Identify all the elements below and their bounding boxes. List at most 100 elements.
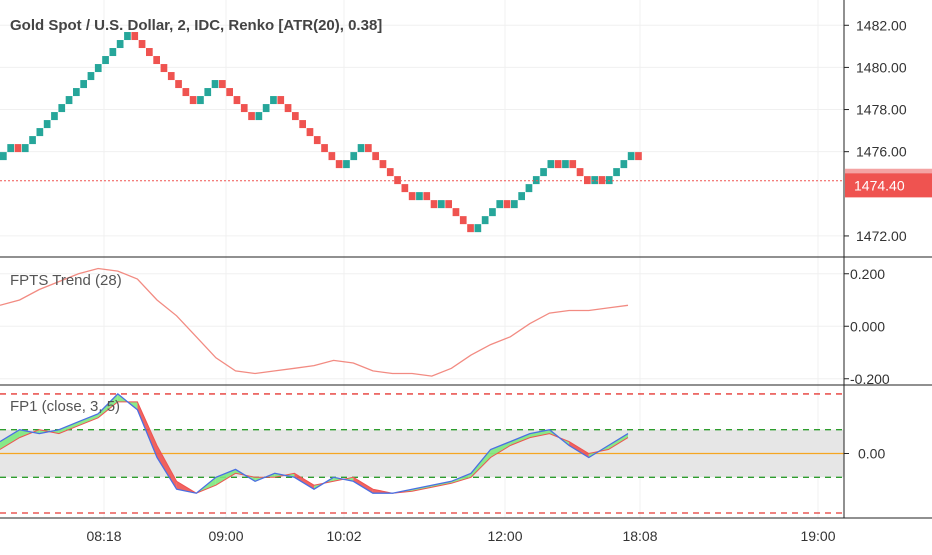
renko-brick-down [365,144,372,153]
time-tick-label: 12:00 [487,528,522,544]
fp1-fill-up [58,421,79,434]
renko-brick-down [576,168,584,177]
price-tick-label: 1472.00 [856,228,907,244]
fp1-fill-up [529,429,550,438]
price-tick-label: 1482.00 [856,17,907,33]
fpts-trend-line [0,267,629,377]
renko-brick-up [613,168,620,177]
renko-brick-up [438,200,445,209]
renko-brick-up [511,200,518,209]
renko-brick-up [94,64,102,73]
fpts-trend-pane[interactable] [0,267,629,377]
renko-brick-down [569,160,577,169]
renko-brick-down [131,32,139,41]
time-axis[interactable]: 08:18 09:00 10:02 12:00 18:08 19:00 [86,528,835,544]
renko-brick-down [459,216,467,225]
title-layer: Gold Spot / U.S. Dollar, 2, IDC, Renko [… [10,17,382,415]
renko-brick-up [357,144,365,153]
renko-brick-up [540,168,547,177]
renko-brick-down [189,96,197,105]
renko-brick-down [386,168,394,177]
renko-brick-up [547,160,555,169]
renko-brick-up [591,176,598,185]
renko-brick-down [248,112,255,121]
renko-brick-down [467,224,474,233]
renko-brick-down [335,160,343,169]
fp1-fill-down [353,477,373,494]
fp1-fill-down [157,445,177,490]
renko-brick-down [584,176,591,185]
renko-brick-up [73,88,80,97]
fp1-fill-up [215,469,236,486]
renko-brick-down [219,80,226,89]
time-tick-label: 10:02 [326,528,361,544]
price-label-badge: 1474.40 [845,173,932,198]
renko-brick-down [394,176,401,185]
renko-brick-up [416,192,423,201]
fpts-trend-title: FPTS Trend (28) [10,272,122,289]
renko-brick-down [299,120,306,129]
renko-brick-down [445,200,452,209]
price-tick-label: 1480.00 [856,59,907,75]
renko-brick-down [277,96,285,105]
renko-brick-up [0,152,7,161]
time-tick-label: 09:00 [208,528,243,544]
fp1-fill-down [569,441,589,458]
renko-brick-down [430,200,438,209]
fp1-fill-up [0,429,20,450]
renko-brick-up [197,96,204,105]
renko-brick-up [518,192,525,201]
fp1-pane[interactable] [0,393,844,514]
renko-brick-down [226,88,233,97]
renko-brick-down [503,200,511,209]
renko-brick-up [36,128,44,137]
renko-brick-up [270,96,277,105]
trend-tick-label: 0.000 [850,318,885,334]
renko-brick-up [350,152,358,161]
renko-brick-up [7,144,14,153]
renko-brick-up [255,112,263,121]
renko-brick-up [605,176,613,185]
trend-tick-label: 0.200 [850,266,885,282]
renko-brick-down [167,72,175,81]
renko-brick-up [58,104,66,113]
renko-brick-up [343,160,350,169]
fp1-title: FP1 (close, 3, 5) [10,398,120,415]
renko-brick-down [292,112,299,121]
price-pane[interactable]: 1474.621474.40 [0,32,932,233]
renko-brick-down [372,152,379,161]
grid-layer [0,0,844,518]
renko-brick-down [160,64,168,73]
renko-brick-up [43,120,51,129]
renko-brick-down [554,160,562,169]
fp1-fill-up [98,393,118,418]
chart-title: Gold Spot / U.S. Dollar, 2, IDC, Renko [… [10,17,382,34]
fp1-fill-up [78,413,99,426]
time-tick-label: 18:08 [622,528,657,544]
price-label-text: 1474.40 [854,177,905,193]
renko-brick-down [408,192,416,201]
renko-brick-down [138,40,146,49]
trend-tick-label: -0.200 [850,371,890,387]
price-label-bg [845,173,932,198]
renko-brick-down [306,128,314,137]
renko-brick-up [87,72,95,81]
renko-brick-down [401,184,409,193]
renko-brick-down [14,144,22,153]
renko-brick-down [313,136,321,145]
renko-brick-up [21,144,29,153]
renko-brick-up [51,112,58,121]
renko-brick-down [321,144,328,153]
renko-brick-down [452,208,460,217]
renko-brick-up [489,208,496,217]
renko-brick-down [240,104,248,113]
renko-brick-down [233,96,241,105]
price-tick-label: 1478.00 [856,102,907,118]
price-tick-label: 1476.00 [856,144,907,160]
renko-brick-up [474,224,482,233]
renko-brick-up [116,40,124,49]
renko-brick-down [182,88,190,97]
fp1-slow-line [0,401,629,494]
